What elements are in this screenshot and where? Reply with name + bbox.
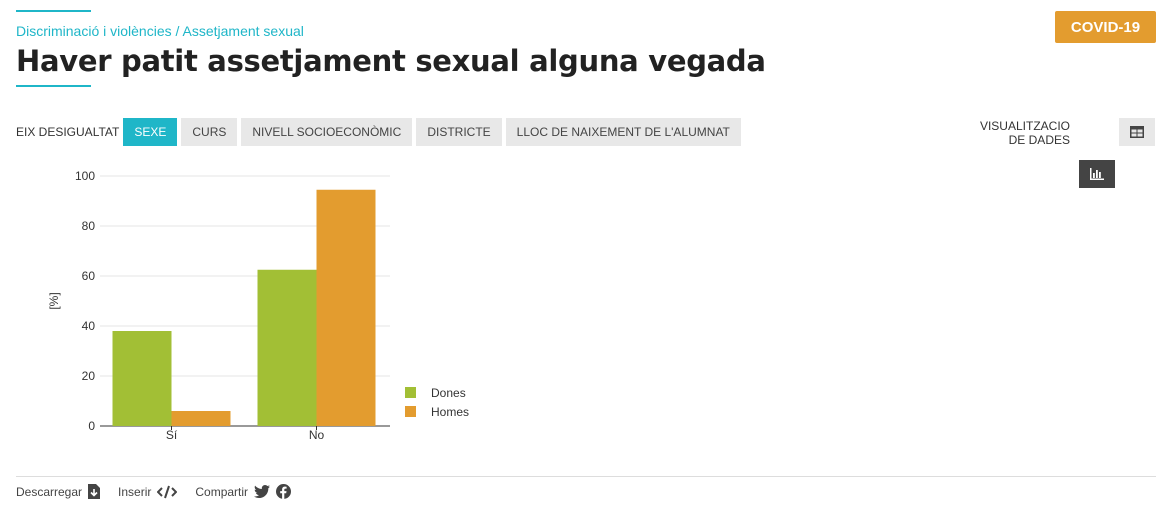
bar bbox=[316, 189, 376, 426]
covid-badge[interactable]: COVID-19 bbox=[1055, 11, 1156, 43]
embed-action[interactable]: Inserir bbox=[118, 484, 178, 499]
footer-divider bbox=[16, 476, 1156, 477]
share-label: Compartir bbox=[195, 484, 249, 499]
breadcrumb[interactable]: Discriminació i violències / Assetjament… bbox=[16, 23, 304, 39]
bar bbox=[171, 411, 231, 426]
x-tick-label: No bbox=[309, 428, 325, 442]
legend-swatch bbox=[405, 387, 416, 398]
view-chart-button[interactable] bbox=[1079, 160, 1115, 188]
visualization-label: VISUALITZACIO DE DADES bbox=[970, 119, 1070, 147]
tab-lloc-naixement[interactable]: LLOC DE NAIXEMENT DE L'ALUMNAT bbox=[505, 118, 741, 146]
visualization-label-line2: DE DADES bbox=[1008, 133, 1070, 147]
twitter-share-button[interactable] bbox=[254, 485, 271, 498]
y-tick-label: 100 bbox=[75, 169, 95, 183]
bar bbox=[257, 269, 317, 426]
y-axis-label: [%] bbox=[47, 292, 61, 309]
tab-districte[interactable]: DISTRICTE bbox=[416, 118, 502, 146]
facebook-share-button[interactable] bbox=[276, 484, 292, 499]
y-tick-label: 20 bbox=[82, 369, 96, 383]
code-icon bbox=[157, 485, 178, 498]
title-accent-rule bbox=[16, 85, 91, 87]
tab-curs[interactable]: CURS bbox=[181, 118, 238, 146]
visualization-label-line1: VISUALITZACIO bbox=[979, 119, 1070, 133]
legend-label: Dones bbox=[431, 386, 466, 400]
axis-selector-label: EIX DESIGUALTAT bbox=[16, 125, 120, 139]
axis-selector: EIX DESIGUALTAT SEXE CURS NIVELL SOCIOEC… bbox=[16, 118, 741, 146]
table-icon bbox=[1130, 126, 1144, 138]
y-tick-label: 0 bbox=[88, 419, 95, 433]
share-action: Compartir bbox=[195, 484, 297, 499]
footer-actions: Descarregar Inserir Compartir bbox=[16, 484, 315, 499]
facebook-icon bbox=[276, 484, 292, 499]
twitter-icon bbox=[254, 485, 271, 498]
bar-chart: 0 20 40 60 80 100 [%] Sí No Dones Homes bbox=[47, 169, 469, 442]
bar bbox=[112, 331, 172, 426]
download-icon bbox=[88, 484, 101, 499]
tab-sexe[interactable]: SEXE bbox=[123, 118, 178, 146]
download-action[interactable]: Descarregar bbox=[16, 484, 101, 499]
bar-chart-icon bbox=[1090, 168, 1104, 180]
top-accent-rule bbox=[16, 10, 91, 12]
download-label: Descarregar bbox=[16, 484, 83, 499]
x-tick-label: Sí bbox=[166, 428, 178, 442]
legend-swatch bbox=[405, 406, 416, 417]
embed-label: Inserir bbox=[118, 484, 152, 499]
view-table-button[interactable] bbox=[1119, 118, 1155, 146]
y-tick-label: 60 bbox=[82, 269, 96, 283]
page-title: Haver patit assetjament sexual alguna ve… bbox=[16, 44, 766, 78]
y-tick-label: 40 bbox=[82, 319, 96, 333]
y-tick-label: 80 bbox=[82, 219, 96, 233]
legend-label: Homes bbox=[431, 405, 469, 419]
tab-nivell-socioeconomic[interactable]: NIVELL SOCIOECONÒMIC bbox=[241, 118, 413, 146]
